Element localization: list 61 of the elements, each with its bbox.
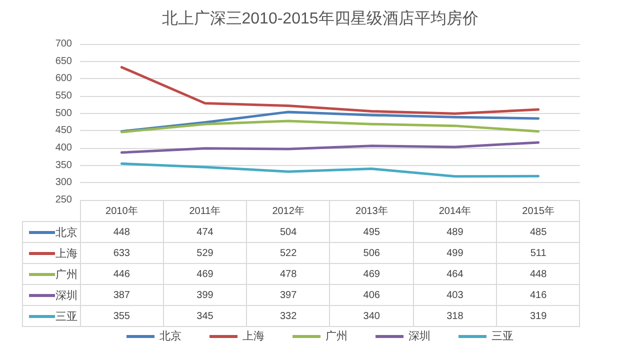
legend-label: 深圳	[56, 288, 78, 302]
y-tick-label: 300	[55, 177, 72, 188]
data-label: 506	[330, 242, 414, 264]
chart-title: 北上广深三2010-2015年四星级酒店平均房价	[162, 10, 478, 28]
data-label: 495	[330, 222, 414, 242]
data-label: 340	[330, 306, 414, 326]
data-label: 403	[413, 284, 497, 306]
y-tick-label: 350	[55, 160, 72, 171]
line-series	[120, 120, 540, 134]
x-tick-label: 2014年	[413, 200, 497, 222]
y-tick-label: 650	[55, 56, 72, 67]
data-label: 355	[80, 306, 164, 326]
data-label: 318	[413, 306, 497, 326]
y-tick-label: 400	[55, 142, 72, 154]
data-label: 499	[413, 242, 497, 264]
data-label: 399	[163, 284, 247, 306]
text: 广州	[326, 330, 348, 342]
data-label: 478	[246, 264, 330, 284]
y-tick-label: 550	[55, 90, 72, 102]
legend-label: 广州	[56, 268, 78, 280]
data-label: 332	[246, 306, 330, 326]
legend-label: 三亚	[56, 310, 78, 322]
data-label: 464	[413, 264, 497, 284]
text: 北京	[160, 330, 182, 342]
data-label: 504	[246, 222, 330, 242]
x-tick-label: 2010年	[80, 200, 164, 222]
data-label: 489	[413, 222, 497, 242]
data-label: 469	[163, 264, 247, 284]
line-series	[120, 141, 540, 154]
data-label: 397	[246, 284, 330, 306]
data-label: 529	[163, 242, 247, 264]
data-label: 448	[80, 222, 164, 242]
data-label: 485	[496, 222, 580, 242]
y-tick-label: 450	[55, 125, 72, 136]
data-label: 345	[163, 306, 247, 326]
x-tick-label: 2015年	[496, 200, 580, 222]
y-tick-label: 250	[55, 194, 72, 206]
text: 深圳	[408, 330, 430, 342]
data-label: 522	[246, 242, 330, 264]
data-label: 406	[330, 284, 414, 306]
legend-label: 上海	[56, 246, 78, 260]
data-label: 416	[496, 284, 580, 306]
data-label: 469	[330, 264, 414, 284]
data-label: 387	[80, 284, 164, 306]
data-label: 446	[80, 264, 164, 284]
legend-label: 北京	[56, 226, 78, 238]
data-label: 474	[163, 222, 247, 242]
text: 上海	[242, 330, 264, 342]
x-tick-label: 2013年	[330, 200, 414, 222]
text: 三亚	[492, 330, 514, 342]
data-label: 448	[496, 264, 580, 284]
data-label: 319	[496, 306, 580, 326]
x-tick-label: 2011年	[163, 200, 247, 222]
line-series	[120, 162, 540, 178]
data-label: 511	[496, 242, 580, 264]
y-tick-label: 700	[55, 38, 72, 50]
y-tick-label: 600	[55, 73, 72, 84]
y-tick-label: 500	[55, 108, 72, 119]
data-label: 633	[80, 242, 164, 264]
x-tick-label: 2012年	[246, 200, 330, 222]
line-series	[120, 66, 540, 115]
